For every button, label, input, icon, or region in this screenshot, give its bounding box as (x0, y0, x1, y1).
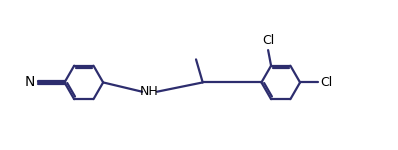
Text: N: N (24, 75, 35, 89)
Text: Cl: Cl (320, 76, 333, 89)
Text: NH: NH (139, 85, 158, 98)
Text: Cl: Cl (262, 34, 274, 47)
